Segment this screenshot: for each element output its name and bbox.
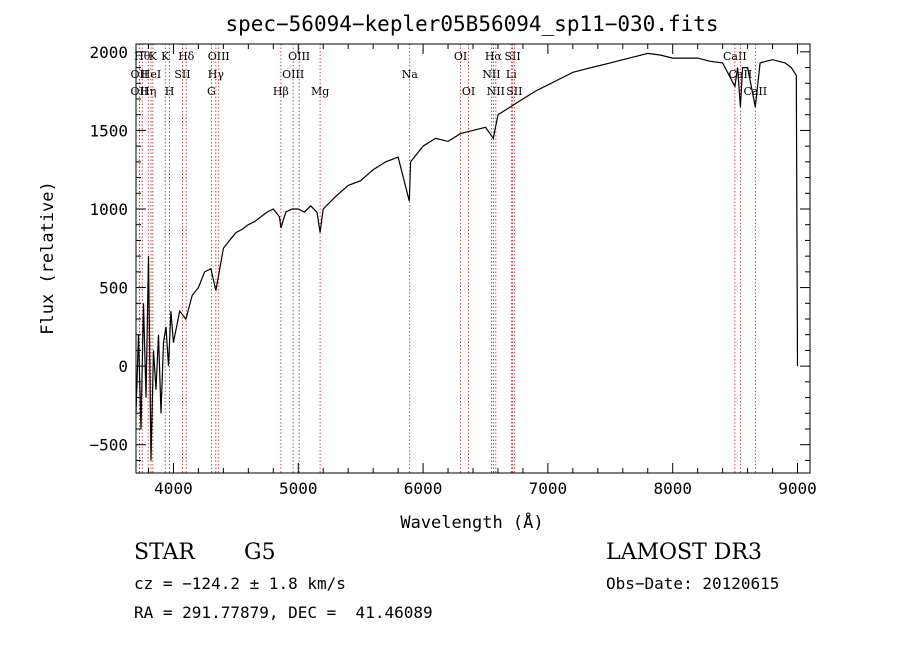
- spectral-line-label: Hθ: [134, 50, 151, 63]
- y-tick-label: 1000: [89, 200, 128, 219]
- x-tick-label: 9000: [778, 479, 817, 498]
- spectral-line-label: CaII: [743, 85, 767, 98]
- spectral-line-label: NII: [487, 85, 505, 98]
- spectral-line-label: OIII: [208, 50, 230, 63]
- spectral-line-label: OII: [131, 68, 149, 81]
- y-tick-label: 2000: [89, 43, 128, 62]
- spectral-line-label: K: [149, 50, 158, 63]
- plot-frame: [135, 43, 811, 474]
- y-tick-label: 500: [99, 279, 128, 298]
- spectral-line-label: H: [165, 85, 175, 98]
- x-axis-label: Wavelength (Å): [400, 511, 543, 533]
- observation-date: Obs−Date: 20120615: [606, 574, 780, 593]
- spectral-line-label: HeI: [141, 68, 161, 81]
- spectral-line-label: Hδ: [178, 50, 195, 63]
- spectral-line-label: OI: [454, 50, 467, 63]
- survey-name: LAMOST DR3: [606, 540, 762, 565]
- coordinates: RA = 291.77879, DEC = 41.46089: [134, 603, 433, 622]
- spectral-line-label: K: [161, 50, 170, 63]
- spectral-line-label: Na: [402, 68, 419, 81]
- spectral-line-label: G: [207, 85, 216, 98]
- spectral-line-label: OIII: [288, 50, 310, 63]
- spectral-line-label: Hβ: [273, 85, 289, 98]
- y-tick-label: 1500: [89, 121, 128, 140]
- spectral-line-label: Hα: [485, 50, 503, 63]
- spectral-line-label: NII: [482, 68, 500, 81]
- spectral-line-label: Hη: [140, 85, 156, 98]
- axis-ticks: 4000 5000 6000 7000 8000 9000 −500 0 500 1000 1500…: [89, 43, 816, 498]
- x-tick-label: 8000: [653, 479, 692, 498]
- spectral-line-label: CaII: [723, 50, 747, 63]
- object-subclass: G5: [244, 540, 276, 565]
- chart-title: spec−56094−kepler05B56094_sp11−030.fits: [225, 12, 718, 36]
- y-tick-label: −500: [89, 436, 128, 455]
- y-axis-label: Flux (relative): [38, 181, 58, 335]
- spectral-line-label: OII: [131, 85, 149, 98]
- x-tick-label: 4000: [154, 479, 193, 498]
- spectral-line-label: Mg: [311, 85, 329, 98]
- x-tick-label: 5000: [279, 479, 318, 498]
- redshift-velocity: cz = −124.2 ± 1.8 km/s: [134, 574, 346, 593]
- x-tick-label: 7000: [529, 479, 568, 498]
- y-tick-label: 0: [118, 357, 128, 376]
- spectral-line-label: OIII: [282, 68, 304, 81]
- spectral-line-label: SII: [506, 85, 522, 98]
- flux-series-line: [135, 52, 799, 461]
- spectral-line-label: OI: [462, 85, 475, 98]
- object-class: STAR: [134, 540, 195, 565]
- spectral-line-label: Hγ: [208, 68, 225, 81]
- spectral-line-label: SII: [504, 50, 520, 63]
- spectral-line-label: Li: [506, 68, 517, 81]
- spectral-line-label: SII: [174, 68, 190, 81]
- spectral-line-label: CaII: [729, 68, 753, 81]
- x-tick-label: 6000: [404, 479, 443, 498]
